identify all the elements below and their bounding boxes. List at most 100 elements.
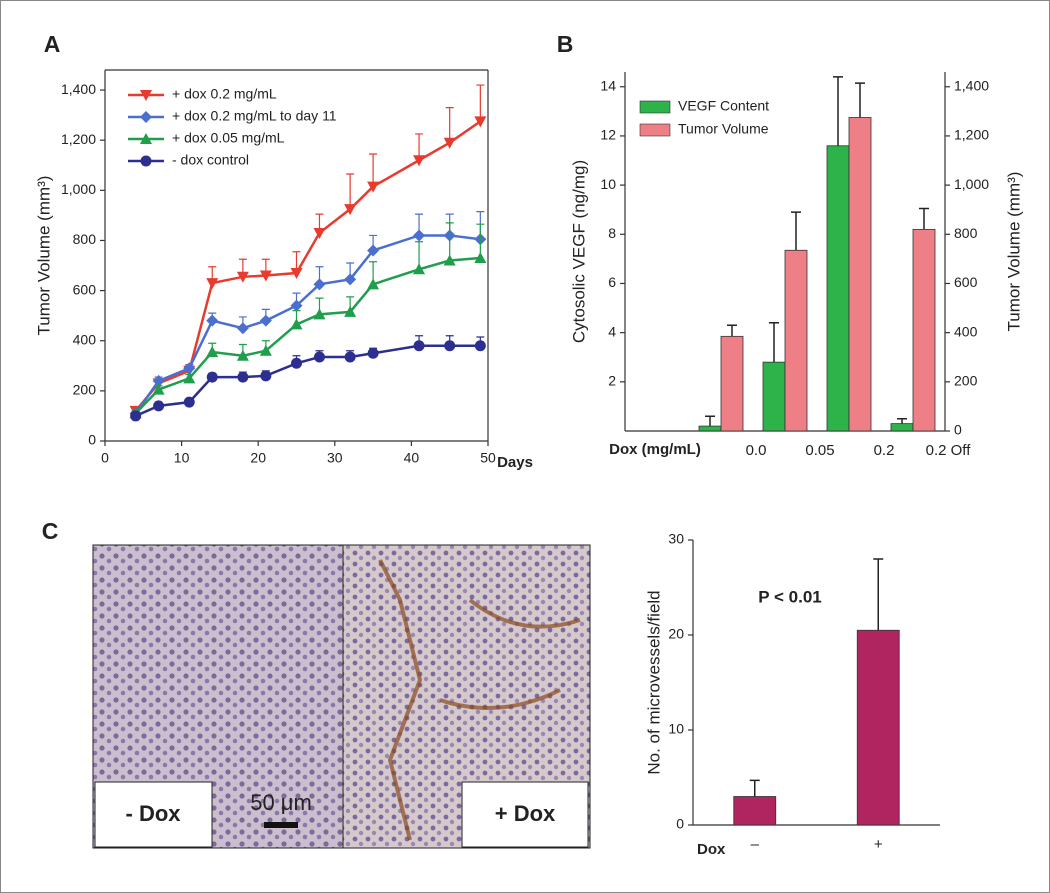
marker [236, 349, 249, 361]
marker [313, 308, 326, 320]
bar [826, 145, 850, 432]
y-tick-label: 400 [73, 331, 97, 347]
y-tick-label: 14 [600, 77, 616, 93]
scale-bar-label: 50 μm [250, 790, 312, 815]
error-bar [749, 779, 760, 797]
marker [474, 340, 486, 352]
bar [912, 228, 936, 432]
error-bar [855, 82, 865, 118]
y-tick-label: 800 [73, 231, 97, 247]
error-bar [791, 211, 801, 251]
y-tick-label: 12 [600, 127, 616, 143]
y-tick-label: 10 [668, 721, 684, 737]
y2-tick-label: 200 [954, 373, 978, 389]
x-tick-label: – [751, 836, 760, 853]
marker [259, 344, 272, 356]
y-tick-label: 2 [608, 373, 616, 389]
y-tick-label: 6 [608, 274, 616, 290]
legend-label: VEGF Content [678, 98, 769, 114]
y2-tick-label: 0 [954, 422, 962, 438]
marker [344, 305, 357, 317]
marker [236, 322, 249, 335]
error-bar [369, 153, 378, 187]
error-bar [346, 173, 355, 210]
y-axis-label: Tumor Volume (mm³) [34, 176, 53, 336]
marker [344, 204, 357, 216]
y-tick-label: 0 [676, 816, 684, 832]
micrographs: - Dox + Dox 50 μm [92, 544, 591, 849]
error-bar [476, 84, 485, 122]
annotation: P < 0.01 [758, 587, 822, 606]
series-line [134, 256, 481, 415]
marker [290, 299, 303, 312]
marker [152, 374, 165, 387]
marker [206, 371, 218, 383]
x-axis-label: Dox (mg/mL) [609, 441, 701, 458]
marker [140, 111, 152, 123]
legend-label: - dox control [172, 152, 249, 168]
scale-bar [264, 822, 298, 828]
marker [344, 273, 357, 286]
y-axis-label: Cytosolic VEGF (ng/mg) [569, 160, 588, 343]
marker [236, 271, 249, 283]
x-tick-label: 0.0 [746, 442, 767, 459]
micrograph-label: - Dox [126, 801, 182, 826]
label-box [461, 781, 589, 848]
marker [183, 362, 196, 375]
panel-label: C [42, 518, 59, 544]
marker [413, 229, 426, 242]
legend-label: + dox 0.2 mg/mL to day 11 [172, 108, 337, 124]
y-tick-label: 8 [608, 225, 616, 241]
marker [367, 278, 380, 290]
marker [206, 278, 219, 290]
error-bar [445, 222, 454, 261]
marker [130, 410, 142, 422]
x-tick-label: + [874, 836, 883, 853]
marker [260, 370, 272, 382]
y-tick-label: 1,400 [61, 81, 96, 97]
bar [890, 423, 914, 432]
marker [140, 155, 152, 167]
marker [206, 314, 219, 327]
marker [474, 252, 487, 264]
bar [733, 796, 777, 826]
marker [140, 90, 152, 101]
bar [698, 425, 722, 432]
error-bar [445, 107, 454, 143]
marker [290, 268, 303, 280]
legend-label: + dox 0.2 mg/mL [172, 86, 277, 102]
y-tick-label: 200 [73, 382, 97, 398]
bar [762, 361, 786, 432]
error-bar [873, 558, 884, 631]
marker [183, 396, 195, 408]
y2-tick-label: 600 [954, 274, 978, 290]
marker [367, 181, 380, 193]
marker [313, 227, 326, 239]
marker [443, 137, 456, 149]
marker [259, 314, 272, 327]
legend-swatch [639, 100, 671, 114]
y2-tick-label: 1,400 [954, 77, 989, 93]
marker [183, 372, 196, 384]
marker [290, 318, 303, 330]
x-tick-label: 0 [101, 450, 109, 466]
micrograph-label: + Dox [495, 801, 556, 826]
y-tick-label: 1,000 [61, 181, 96, 197]
marker [344, 351, 356, 363]
y-tick-label: 0 [88, 432, 96, 448]
bar [784, 249, 808, 432]
error-bar [705, 415, 715, 427]
y-axis-label: No. of microvessels/field [644, 590, 663, 774]
marker [237, 371, 249, 383]
x-tick-label: 0.05 [805, 442, 834, 459]
marker [313, 351, 325, 363]
bar [848, 117, 872, 432]
series-line [134, 234, 481, 415]
error-bar [769, 322, 779, 363]
marker [443, 254, 456, 266]
label-box [94, 781, 213, 848]
panel-label: B [557, 31, 574, 57]
bar [720, 335, 744, 432]
